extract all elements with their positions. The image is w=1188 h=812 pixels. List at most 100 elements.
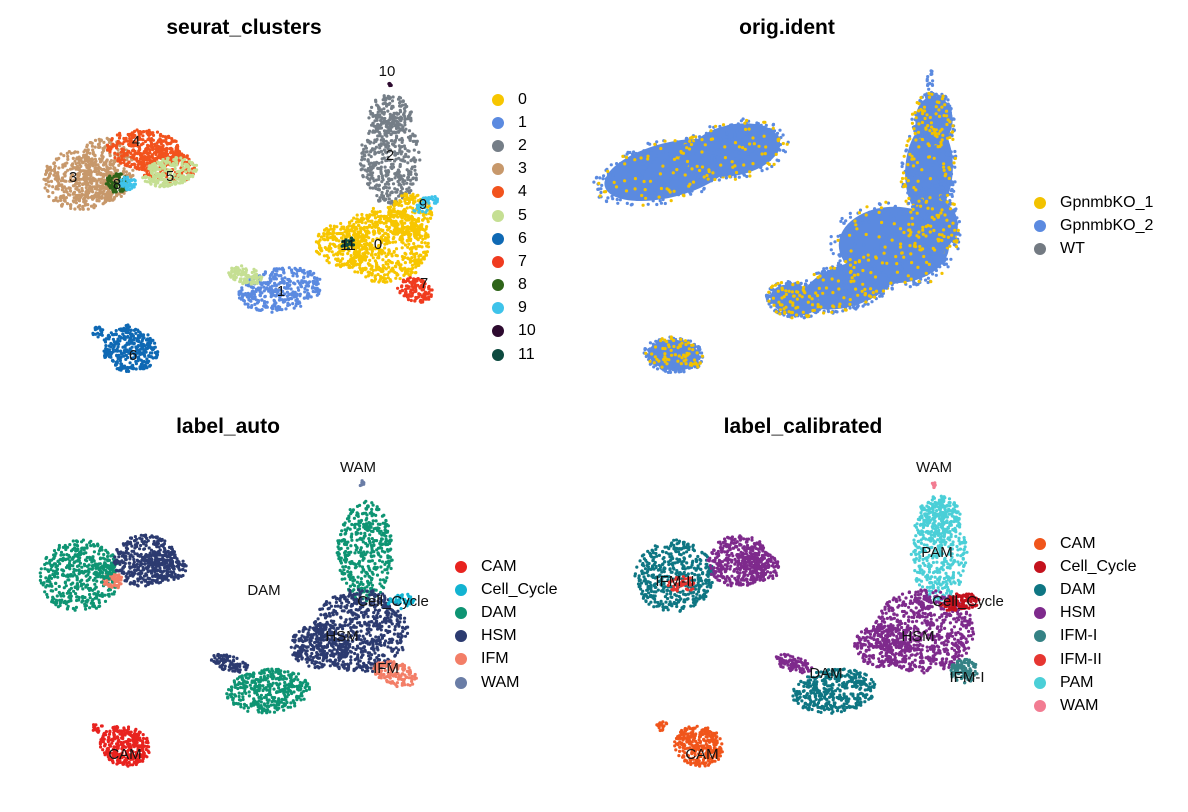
legend-label: 7 xyxy=(518,252,527,270)
cell-point xyxy=(426,235,430,239)
cell-point xyxy=(230,266,234,270)
cell-point xyxy=(403,292,407,296)
cell-point xyxy=(597,181,601,185)
point-group xyxy=(141,156,199,189)
cell-point xyxy=(413,255,417,259)
cell-point xyxy=(93,145,97,149)
cell-point xyxy=(373,119,377,123)
cell-point xyxy=(63,196,68,200)
cell-point xyxy=(172,172,176,177)
cell-point xyxy=(393,187,397,191)
cell-point xyxy=(288,296,292,301)
cell-point xyxy=(725,135,729,139)
cell-point xyxy=(107,337,111,341)
cell-point xyxy=(344,238,348,242)
cell-point xyxy=(48,171,53,176)
cell-point xyxy=(720,150,724,154)
cell-point xyxy=(285,290,289,294)
cell-point xyxy=(342,263,346,267)
cell-point xyxy=(333,244,337,249)
cell-point xyxy=(367,131,371,135)
cell-point xyxy=(738,140,742,144)
cell-point xyxy=(380,176,385,180)
cell-point xyxy=(299,283,303,287)
cell-point xyxy=(378,210,382,214)
cell-point xyxy=(402,232,406,237)
cell-point xyxy=(156,172,160,176)
cell-point xyxy=(392,250,396,254)
cell-point xyxy=(392,122,396,126)
cell-point xyxy=(406,232,410,237)
cell-point xyxy=(411,288,415,292)
cell-point xyxy=(765,140,769,144)
cell-point xyxy=(672,157,677,161)
cell-point xyxy=(280,267,284,271)
cell-point xyxy=(413,262,417,266)
cell-point xyxy=(422,250,426,254)
cell-point xyxy=(655,202,659,207)
cell-point xyxy=(374,252,378,257)
cell-point xyxy=(131,168,135,172)
cell-point xyxy=(409,216,413,220)
cell-point xyxy=(85,176,89,180)
cell-point xyxy=(415,229,419,233)
legend-label: 10 xyxy=(518,322,536,340)
cell-point xyxy=(400,289,405,293)
cell-point xyxy=(370,209,374,214)
cell-point xyxy=(392,130,396,134)
cell-point xyxy=(183,157,187,162)
cell-point xyxy=(606,169,610,173)
legend-dot xyxy=(492,302,504,315)
cell-point xyxy=(408,171,413,175)
cell-point xyxy=(651,171,655,175)
cell-point xyxy=(116,340,120,344)
cell-point xyxy=(713,128,717,133)
cell-point xyxy=(103,340,108,344)
cell-point xyxy=(360,155,364,159)
cell-point xyxy=(393,199,397,204)
cell-point xyxy=(398,128,402,132)
cell-point xyxy=(408,205,412,209)
cell-point xyxy=(334,252,338,256)
cell-point xyxy=(364,238,368,242)
cell-point xyxy=(398,108,402,112)
cell-point xyxy=(386,96,390,100)
cell-point xyxy=(378,250,383,254)
cell-point xyxy=(661,170,665,174)
cell-point xyxy=(84,186,88,190)
cell-point xyxy=(182,154,186,158)
cell-point xyxy=(287,278,291,282)
cell-point xyxy=(151,162,155,166)
cell-point xyxy=(713,177,717,182)
cell-point xyxy=(159,145,163,149)
cell-point xyxy=(122,183,126,187)
cell-point xyxy=(319,235,324,239)
cell-point xyxy=(383,273,387,277)
cell-point xyxy=(663,201,667,206)
cell-point xyxy=(388,112,392,116)
cell-point xyxy=(291,274,295,278)
cell-point xyxy=(100,194,104,199)
cell-point xyxy=(247,294,251,298)
cell-point xyxy=(413,282,417,286)
cell-point xyxy=(59,198,63,202)
cell-point xyxy=(679,149,683,154)
cell-point xyxy=(128,140,132,144)
cell-point xyxy=(266,280,270,284)
cell-point xyxy=(352,222,356,227)
cell-point xyxy=(704,131,708,135)
cell-point xyxy=(390,99,395,103)
cell-point xyxy=(420,245,424,249)
cell-point xyxy=(759,138,764,142)
cell-point xyxy=(721,123,726,127)
cluster-label: 8 xyxy=(113,176,121,193)
cell-point xyxy=(387,251,391,255)
cell-point xyxy=(158,151,162,155)
cell-point xyxy=(414,265,418,269)
cell-point xyxy=(104,196,108,200)
cell-point xyxy=(149,144,153,148)
cell-point xyxy=(610,181,614,185)
cell-point xyxy=(406,215,410,219)
cell-point xyxy=(372,279,376,283)
cell-point xyxy=(781,141,785,146)
